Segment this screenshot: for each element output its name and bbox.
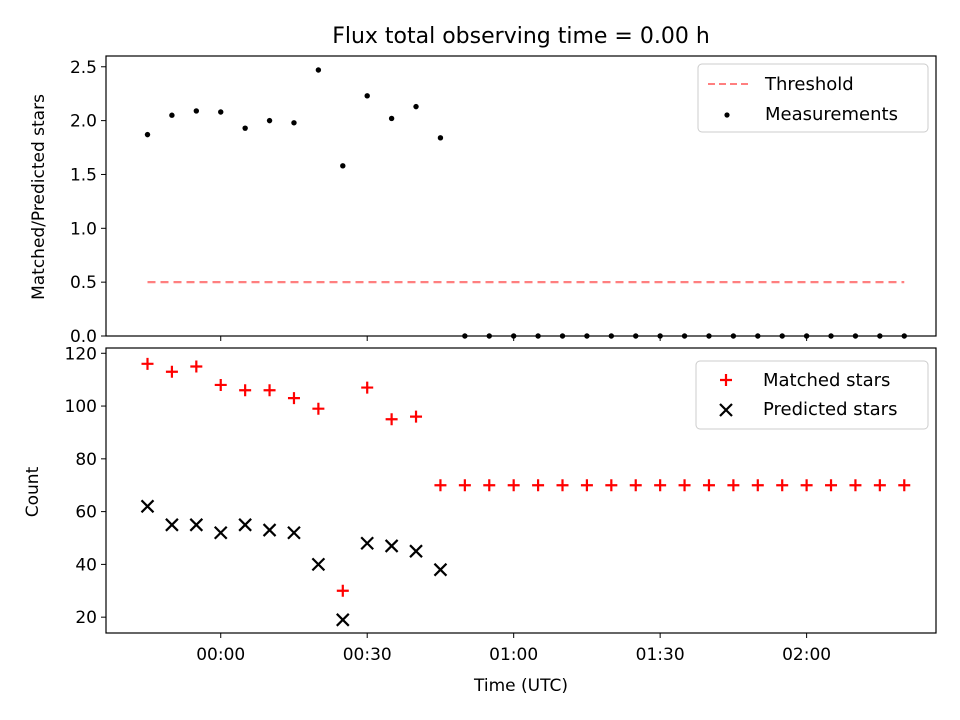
predicted-star-point xyxy=(287,525,301,540)
measurement-point xyxy=(218,109,224,115)
bottom-legend: Matched stars Predicted stars xyxy=(695,360,929,430)
predicted-star-point xyxy=(311,557,326,572)
top-plot-area: 0.0 0.5 1.0 1.5 2.0 2.5 xyxy=(70,58,907,347)
top-y-tick-label: 2.5 xyxy=(70,58,97,78)
bottom-x-tick-label: 02:00 xyxy=(782,645,831,665)
measurement-point xyxy=(364,93,370,99)
matched-star-point xyxy=(605,479,618,492)
measurement-point xyxy=(340,163,346,169)
predicted-legend-swatch xyxy=(719,403,733,417)
measurement-point xyxy=(413,103,419,110)
predicted-star-point xyxy=(336,613,350,627)
measurement-point xyxy=(388,115,395,122)
predicted-star-point xyxy=(189,518,204,532)
matched-star-point xyxy=(483,479,496,492)
measurement-point xyxy=(144,131,151,138)
predicted-star-point xyxy=(238,518,252,532)
matched-star-point xyxy=(800,479,813,492)
top-y-axis-label: Matched/Predicted stars xyxy=(29,94,49,300)
bottom-y-tick-label: 80 xyxy=(75,450,97,470)
top-y-tick-label: 1.0 xyxy=(70,219,97,239)
top-legend: Threshold Measurements xyxy=(697,63,929,133)
predicted-star-point xyxy=(165,518,179,532)
bottom-plot-area: 20 40 60 80 100 120 00:00 00:30 01:00 01:30 02:00 xyxy=(65,344,911,665)
matched-star-point xyxy=(849,479,862,492)
threshold-legend-label: Threshold xyxy=(764,74,854,95)
measurement-point xyxy=(291,120,297,126)
bottom-y-tick-label: 60 xyxy=(75,503,97,523)
matched-star-point xyxy=(434,479,447,492)
matched-star-point xyxy=(678,479,691,492)
matched-star-point xyxy=(580,479,593,492)
matched-star-point xyxy=(287,392,300,405)
top-legend-frame xyxy=(697,63,929,133)
predicted-star-point xyxy=(433,562,448,577)
matched-star-point xyxy=(410,410,423,423)
measurement-point xyxy=(315,67,322,73)
matched-star-point xyxy=(312,402,325,415)
bottom-y-axis-label: Count xyxy=(23,466,43,517)
measurements-legend-swatch xyxy=(724,112,730,118)
bottom-x-tick-label: 00:00 xyxy=(196,645,245,665)
predicted-legend-label: Predicted stars xyxy=(763,399,897,420)
matched-star-point xyxy=(629,479,642,492)
matched-star-point xyxy=(165,365,178,378)
measurement-point xyxy=(169,112,175,118)
measurement-point xyxy=(193,108,200,114)
measurement-point xyxy=(437,135,444,141)
predicted-star-point xyxy=(140,499,155,514)
matched-star-point xyxy=(556,479,569,492)
bottom-y-tick-label: 40 xyxy=(75,555,97,575)
bottom-x-tick-label: 01:30 xyxy=(636,645,685,665)
top-panel: Flux total observing time = 0.00 h 0.00.… xyxy=(29,24,937,347)
predicted-star-point xyxy=(360,536,374,551)
matched-legend-swatch xyxy=(720,374,732,386)
bottom-y-tick-label: 20 xyxy=(75,608,97,628)
matched-star-point xyxy=(825,479,838,492)
top-axes-frame xyxy=(105,55,937,337)
bottom-legend-frame xyxy=(695,360,929,430)
bottom-x-tick-label: 00:30 xyxy=(343,645,392,665)
measurement-point xyxy=(242,125,248,131)
bottom-x-tick-label: 01:00 xyxy=(489,645,538,665)
top-y-tick-label: 2.0 xyxy=(70,112,97,132)
top-y-tick-label: 0.5 xyxy=(70,273,97,293)
top-title: Flux total observing time = 0.00 h xyxy=(332,24,710,49)
bottom-y-tick-label: 100 xyxy=(65,397,97,417)
matched-star-point xyxy=(190,360,203,373)
matched-star-point xyxy=(751,479,764,492)
matched-star-point xyxy=(776,479,789,492)
matched-star-point xyxy=(385,413,398,426)
matched-star-point xyxy=(361,381,374,394)
matched-star-point xyxy=(654,479,667,492)
matched-star-point xyxy=(873,479,886,492)
matched-star-point xyxy=(214,378,227,391)
predicted-star-point xyxy=(409,544,423,558)
x-axis-label: Time (UTC) xyxy=(473,676,568,696)
measurement-point xyxy=(266,117,273,124)
predicted-star-point xyxy=(213,525,228,540)
matched-star-point xyxy=(336,584,349,597)
matched-star-point xyxy=(239,384,252,397)
matched-star-point xyxy=(263,384,276,397)
matched-star-point xyxy=(702,479,715,492)
matched-legend-label: Matched stars xyxy=(763,370,890,391)
matched-star-point xyxy=(141,357,154,370)
measurements-legend-label: Measurements xyxy=(765,104,898,125)
matched-star-point xyxy=(458,479,471,492)
predicted-star-point xyxy=(384,539,399,553)
bottom-axes-frame xyxy=(105,347,937,634)
matched-star-point xyxy=(507,479,520,492)
top-y-tick-label: 0.0 xyxy=(70,327,97,347)
matched-star-point xyxy=(532,479,545,492)
matched-star-point xyxy=(898,479,911,492)
top-y-tick-label: 1.5 xyxy=(70,165,97,185)
predicted-star-point xyxy=(262,523,277,537)
bottom-y-tick-label: 120 xyxy=(65,344,97,364)
matched-star-point xyxy=(727,479,740,492)
